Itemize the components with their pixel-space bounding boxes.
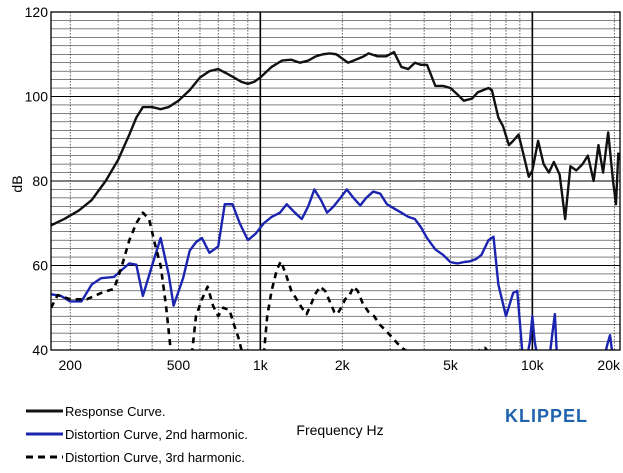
series-line-9 bbox=[604, 334, 614, 350]
y-tick-label: 80 bbox=[32, 173, 48, 189]
x-tick-label: 200 bbox=[59, 357, 83, 373]
series-layer bbox=[51, 50, 620, 350]
series-line-5 bbox=[262, 259, 408, 350]
y-tick-label: 60 bbox=[32, 258, 48, 274]
series-line-7 bbox=[527, 315, 538, 350]
x-tick-label: 5k bbox=[443, 357, 459, 373]
x-tick-labels: 200 500 1k 2k 5k 10k 20k bbox=[59, 357, 621, 373]
klippel-logo: KLIPPEL bbox=[505, 406, 588, 426]
series-line-3 bbox=[51, 211, 172, 350]
series-line-1 bbox=[51, 50, 620, 227]
y-axis-label: dB bbox=[9, 175, 25, 192]
legend-label: Response Curve. bbox=[65, 404, 165, 419]
series-line-4 bbox=[190, 285, 243, 350]
x-tick-label: 1k bbox=[253, 357, 269, 373]
y-tick-label: 100 bbox=[25, 89, 49, 105]
x-tick-label: 20k bbox=[597, 357, 621, 373]
plot-frame bbox=[50, 11, 621, 351]
x-tick-label: 500 bbox=[167, 357, 191, 373]
series-line-2 bbox=[51, 188, 524, 350]
x-axis-label: Frequency Hz bbox=[296, 422, 383, 438]
brand-name: KLIPPEL bbox=[505, 406, 588, 426]
grid bbox=[51, 12, 620, 350]
y-tick-label: 120 bbox=[25, 4, 49, 20]
series-line-8 bbox=[549, 312, 558, 350]
legend-label: Distortion Curve, 3rd harmonic. bbox=[65, 450, 245, 465]
legend-label: Distortion Curve, 2nd harmonic. bbox=[65, 427, 248, 442]
y-tick-label: 40 bbox=[32, 342, 48, 358]
y-tick-labels: 40 60 80 100 120 bbox=[25, 4, 49, 358]
legend: Response Curve. Distortion Curve, 2nd har… bbox=[26, 404, 248, 465]
x-tick-label: 2k bbox=[335, 357, 351, 373]
x-tick-label: 10k bbox=[521, 357, 545, 373]
